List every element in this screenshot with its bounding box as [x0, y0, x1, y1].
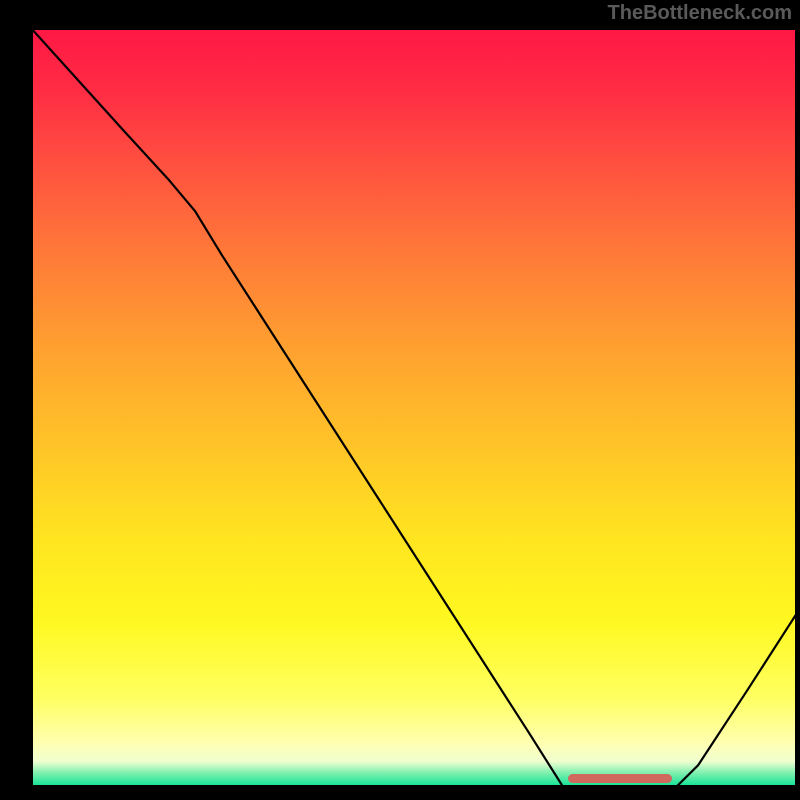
bottleneck-curve [30, 27, 798, 788]
plot-area [30, 27, 798, 788]
curve-layer [30, 27, 798, 788]
watermark-text: TheBottleneck.com [608, 2, 792, 25]
optimal-range-marker [568, 774, 672, 783]
